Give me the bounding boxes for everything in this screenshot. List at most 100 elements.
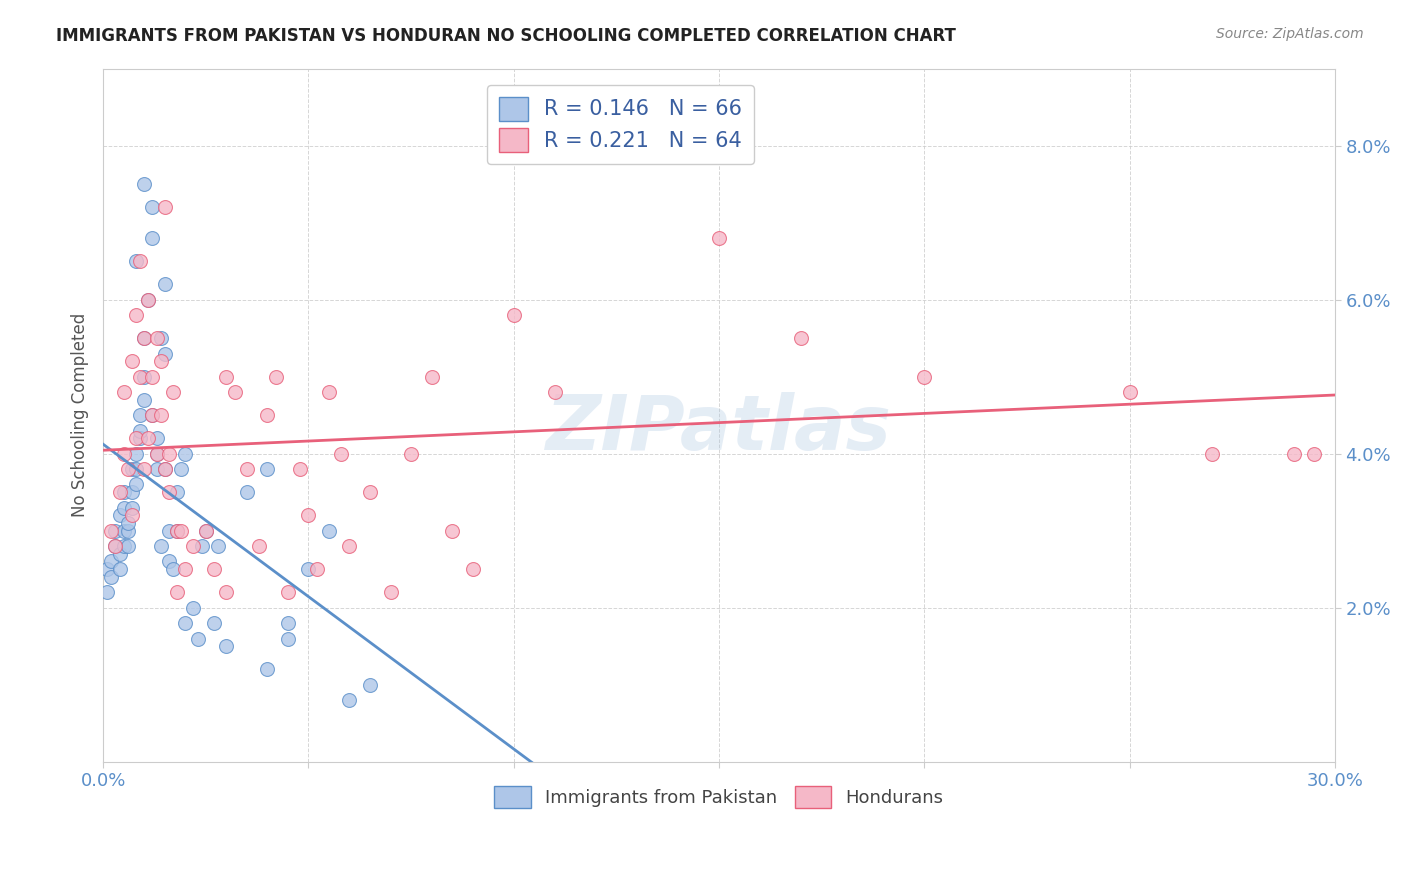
Hondurans (174, 562, 197, 576)
Immigrants from Pakistan (256, 462, 278, 476)
Hondurans (166, 585, 188, 599)
Hondurans (585, 100, 607, 114)
Immigrants from Pakistan (153, 346, 176, 360)
Immigrants from Pakistan (121, 500, 143, 515)
Hondurans (297, 508, 319, 523)
Immigrants from Pakistan (129, 408, 152, 422)
Immigrants from Pakistan (104, 539, 127, 553)
Immigrants from Pakistan (277, 632, 299, 646)
Hondurans (707, 231, 730, 245)
Immigrants from Pakistan (256, 662, 278, 676)
Hondurans (100, 524, 122, 538)
Hondurans (108, 485, 131, 500)
Immigrants from Pakistan (157, 554, 180, 568)
Hondurans (134, 331, 156, 345)
Hondurans (141, 408, 163, 422)
Hondurans (157, 447, 180, 461)
Hondurans (170, 524, 193, 538)
Legend: Immigrants from Pakistan, Hondurans: Immigrants from Pakistan, Hondurans (486, 779, 950, 815)
Hondurans (166, 524, 188, 538)
Hondurans (290, 462, 312, 476)
Immigrants from Pakistan (141, 408, 163, 422)
Immigrants from Pakistan (149, 331, 172, 345)
Immigrants from Pakistan (149, 539, 172, 553)
Hondurans (912, 369, 935, 384)
Hondurans (380, 585, 402, 599)
Immigrants from Pakistan (141, 231, 163, 245)
Immigrants from Pakistan (141, 200, 163, 214)
Immigrants from Pakistan (187, 632, 209, 646)
Immigrants from Pakistan (108, 547, 131, 561)
Hondurans (112, 385, 135, 400)
Immigrants from Pakistan (170, 462, 193, 476)
Hondurans (264, 369, 287, 384)
Hondurans (1118, 385, 1140, 400)
Hondurans (420, 369, 443, 384)
Hondurans (194, 524, 217, 538)
Hondurans (359, 485, 381, 500)
Hondurans (141, 369, 163, 384)
Hondurans (145, 447, 167, 461)
Hondurans (215, 585, 238, 599)
Text: ZIPatlas: ZIPatlas (546, 392, 891, 466)
Immigrants from Pakistan (129, 424, 152, 438)
Hondurans (117, 462, 139, 476)
Immigrants from Pakistan (134, 369, 156, 384)
Hondurans (136, 431, 159, 445)
Immigrants from Pakistan (100, 570, 122, 584)
Immigrants from Pakistan (194, 524, 217, 538)
Immigrants from Pakistan (136, 293, 159, 307)
Hondurans (277, 585, 299, 599)
Hondurans (121, 354, 143, 368)
Hondurans (790, 331, 813, 345)
Hondurans (215, 369, 238, 384)
Immigrants from Pakistan (121, 462, 143, 476)
Hondurans (149, 408, 172, 422)
Immigrants from Pakistan (125, 462, 148, 476)
Immigrants from Pakistan (277, 616, 299, 631)
Immigrants from Pakistan (174, 616, 197, 631)
Immigrants from Pakistan (207, 539, 229, 553)
Hondurans (162, 385, 184, 400)
Hondurans (224, 385, 246, 400)
Hondurans (125, 431, 148, 445)
Immigrants from Pakistan (125, 447, 148, 461)
Immigrants from Pakistan (145, 447, 167, 461)
Hondurans (236, 462, 259, 476)
Hondurans (125, 308, 148, 322)
Text: IMMIGRANTS FROM PAKISTAN VS HONDURAN NO SCHOOLING COMPLETED CORRELATION CHART: IMMIGRANTS FROM PAKISTAN VS HONDURAN NO … (56, 27, 956, 45)
Immigrants from Pakistan (153, 277, 176, 292)
Immigrants from Pakistan (318, 524, 340, 538)
Immigrants from Pakistan (145, 462, 167, 476)
Immigrants from Pakistan (108, 508, 131, 523)
Hondurans (441, 524, 464, 538)
Immigrants from Pakistan (134, 392, 156, 407)
Immigrants from Pakistan (297, 562, 319, 576)
Immigrants from Pakistan (125, 477, 148, 491)
Immigrants from Pakistan (157, 524, 180, 538)
Y-axis label: No Schooling Completed: No Schooling Completed (72, 313, 89, 517)
Hondurans (247, 539, 270, 553)
Immigrants from Pakistan (96, 585, 118, 599)
Immigrants from Pakistan (129, 431, 152, 445)
Hondurans (136, 293, 159, 307)
Hondurans (1201, 447, 1223, 461)
Hondurans (305, 562, 328, 576)
Hondurans (121, 508, 143, 523)
Hondurans (461, 562, 484, 576)
Hondurans (129, 369, 152, 384)
Immigrants from Pakistan (108, 562, 131, 576)
Immigrants from Pakistan (117, 539, 139, 553)
Text: Source: ZipAtlas.com: Source: ZipAtlas.com (1216, 27, 1364, 41)
Immigrants from Pakistan (145, 431, 167, 445)
Hondurans (153, 462, 176, 476)
Hondurans (1282, 447, 1305, 461)
Hondurans (129, 254, 152, 268)
Hondurans (149, 354, 172, 368)
Hondurans (256, 408, 278, 422)
Immigrants from Pakistan (121, 485, 143, 500)
Hondurans (544, 385, 567, 400)
Immigrants from Pakistan (162, 562, 184, 576)
Immigrants from Pakistan (134, 177, 156, 191)
Immigrants from Pakistan (134, 331, 156, 345)
